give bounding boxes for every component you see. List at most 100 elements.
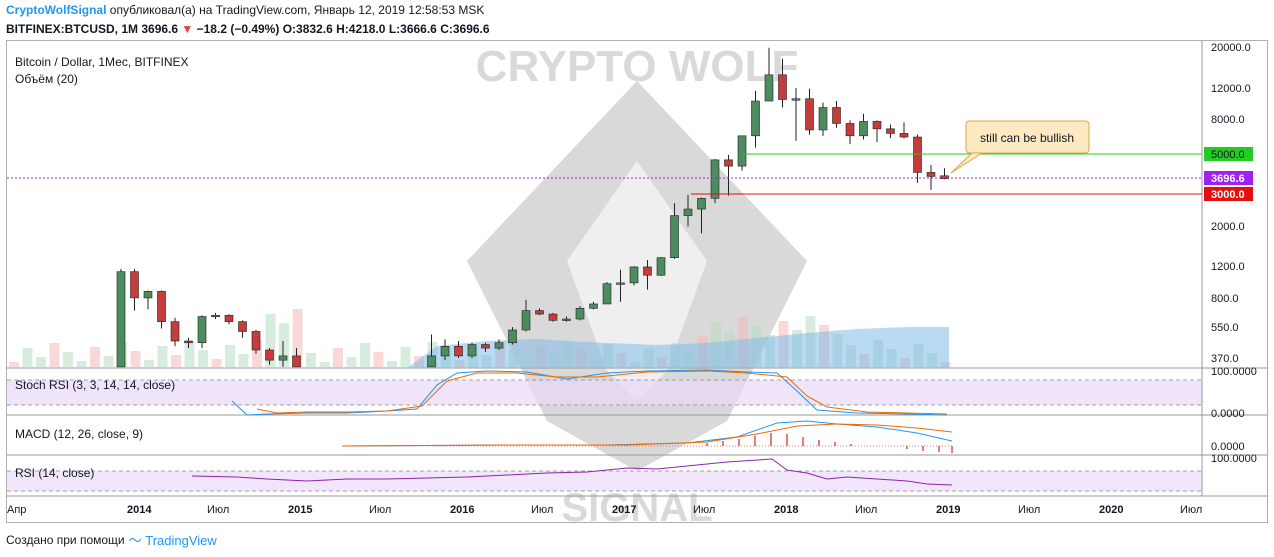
time-tick: Апр: [7, 504, 26, 516]
note-bubble[interactable]: [950, 120, 1090, 174]
candle-body: [656, 257, 666, 276]
high-value: 4218.0: [348, 22, 386, 36]
support-price-tag: [1204, 187, 1253, 201]
candle-body: [184, 340, 193, 344]
price-tick: 5000.0: [1211, 149, 1245, 161]
candle-body: [589, 303, 598, 309]
candle-body: [913, 136, 922, 173]
macd-title: MACD (12, 26, close, 9): [15, 427, 143, 441]
stoch-top-tick: 100.0000: [1211, 366, 1257, 378]
note-callout[interactable]: still can be bullish: [950, 120, 1090, 174]
chart-frame[interactable]: CRYPTO WOLF SIGNAL still can be bullish: [6, 40, 1268, 530]
last-price-tag: [1204, 171, 1253, 185]
volume-bar: [400, 347, 411, 368]
candle-body: [440, 345, 450, 357]
candle-body: [764, 74, 774, 102]
price-tick: 370.0: [1211, 353, 1239, 365]
chart-legend-title: Bitcoin / Dollar, 1Мес, BITFINEX: [15, 55, 189, 69]
price-tick: 1200.0: [1211, 261, 1245, 273]
volume-bar: [157, 346, 168, 368]
volume-bar: [373, 352, 384, 368]
time-axis[interactable]: Апр 2014 Июл 2015 Июл 2016 Июл 2017 Июл …: [7, 504, 1202, 516]
time-tick: Июл: [531, 504, 553, 516]
symbol-label: BITFINEX:BTCUSD, 1M: [6, 22, 138, 36]
time-tick: Июл: [1018, 504, 1040, 516]
volume-bar: [49, 343, 60, 368]
price-tick: 800.0: [1211, 293, 1239, 305]
price-tick: 550.0: [1211, 322, 1239, 334]
time-tick: Июл: [1180, 504, 1202, 516]
candle-body: [886, 128, 895, 134]
candle-body: [211, 314, 220, 318]
candle-body: [521, 310, 531, 331]
volume-bar: [171, 355, 181, 368]
publish-header: CryptoWolfSignal опубликовал(а) на Tradi…: [6, 3, 484, 17]
candle-body: [643, 266, 652, 276]
candle-body: [143, 291, 153, 299]
candle-body: [494, 342, 504, 349]
time-tick: Июл: [693, 504, 715, 516]
candle-body: [683, 208, 693, 216]
candle-body: [238, 321, 247, 332]
time-tick: 2015: [288, 504, 312, 516]
close-value: 3696.6: [452, 22, 490, 36]
footer: Создано при помощи 〜 TradingView: [6, 530, 217, 549]
candle-body: [791, 98, 801, 101]
candle-body: [832, 107, 841, 124]
time-tick: Июл: [855, 504, 877, 516]
volume-bar: [333, 348, 343, 368]
volume-bar: [225, 345, 235, 368]
candle-body: [265, 349, 274, 361]
stoch-bottom-tick: 0.0000: [1211, 408, 1245, 420]
candle-body: [170, 321, 180, 342]
candle-body: [116, 271, 126, 368]
time-tick: 2019: [936, 504, 960, 516]
volume-bar: [292, 309, 303, 368]
volume-bar: [306, 353, 316, 368]
volume-bar: [144, 360, 154, 368]
volume-bar: [9, 362, 19, 368]
time-tick: 2020: [1099, 504, 1123, 516]
candle-body: [292, 355, 301, 368]
candle-body: [251, 331, 261, 351]
candle-body: [562, 318, 571, 321]
volume-bar: [22, 348, 33, 368]
candle-body: [710, 159, 720, 199]
candle-body: [629, 266, 639, 284]
candle-body: [818, 107, 828, 131]
candle-body: [845, 123, 855, 137]
down-arrow-icon: ▼: [181, 22, 194, 36]
candle-body: [427, 355, 436, 368]
volume-bar: [211, 359, 222, 368]
candle-body: [535, 310, 544, 315]
candle-body: [940, 175, 949, 179]
chart-svg[interactable]: CRYPTO WOLF SIGNAL still can be bullish: [7, 41, 1267, 530]
macd-histogram: [706, 433, 953, 453]
price-change: −18.2 (−0.49%): [196, 22, 280, 36]
candle-body: [751, 100, 760, 137]
time-tick: Июл: [207, 504, 229, 516]
price-tick: 20000.0: [1211, 42, 1251, 54]
volume-bar: [103, 356, 114, 368]
candle-body: [278, 355, 288, 361]
rsi-band: [7, 471, 1202, 491]
stoch-band: [7, 380, 1202, 405]
candle-body: [805, 98, 814, 131]
author-link[interactable]: CryptoWolfSignal: [6, 3, 107, 17]
volume-bar: [360, 343, 370, 368]
time-tick: 2018: [774, 504, 798, 516]
low-label: L:: [388, 22, 401, 36]
candle-body: [737, 135, 747, 167]
candle-body: [697, 198, 706, 210]
open-value: 3832.6: [296, 22, 333, 36]
price-axis[interactable]: 20000.0 12000.0 8000.0 5000.0 3696.6 300…: [1204, 42, 1253, 365]
candle-body: [224, 314, 234, 322]
candle-body: [548, 313, 558, 321]
candle-body: [481, 344, 490, 349]
volume-bar: [279, 323, 289, 368]
price-tick: 3696.6: [1211, 173, 1245, 185]
volume-bar: [265, 314, 276, 368]
candle-body: [899, 133, 909, 138]
volume-bar: [319, 362, 330, 368]
tradingview-logo-icon[interactable]: 〜 TradingView: [128, 533, 217, 548]
